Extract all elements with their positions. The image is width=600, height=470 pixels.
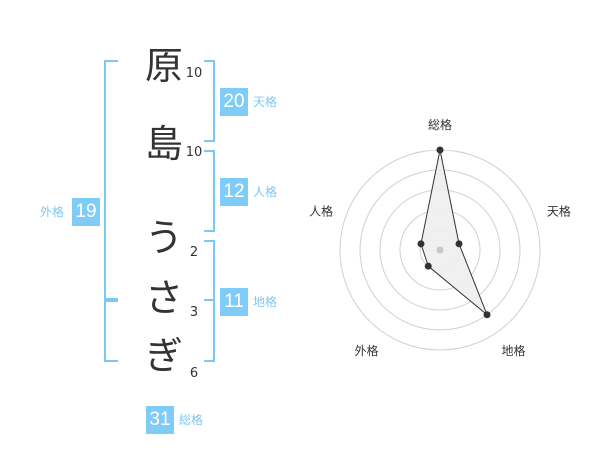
radar-point-2: [455, 240, 463, 248]
soukaku-value: 31: [146, 406, 174, 434]
gaikaku-bracket-top: [104, 60, 118, 302]
radar-center: [436, 246, 444, 254]
radar-point-4: [424, 262, 432, 270]
gaikaku-value: 19: [72, 198, 100, 226]
radar-point-5: [417, 240, 425, 248]
radar-axis-label: 天格: [547, 203, 571, 218]
stroke-count-4: 3: [189, 305, 199, 320]
chikaku-value: 11: [220, 288, 248, 316]
chikaku-label: 地格: [253, 295, 278, 309]
jinkaku-label: 人格: [253, 185, 278, 199]
soukaku-label: 総格: [179, 413, 204, 427]
radar-axis-label: 人格: [309, 203, 333, 218]
stroke-count-2: 10: [185, 145, 203, 160]
name-char-5: ぎ: [144, 334, 183, 378]
chikaku-bracket-mid: [204, 299, 215, 301]
radar-axis-label: 総格: [428, 117, 452, 132]
jinkaku-bracket: [204, 150, 215, 232]
tenkaku-value: 20: [220, 88, 248, 116]
radar-point-3: [483, 311, 491, 319]
radar-axis-label: 地格: [501, 343, 525, 358]
stroke-count-1: 10: [185, 66, 203, 81]
tenkaku-label: 天格: [253, 95, 278, 109]
jinkaku-value: 12: [220, 178, 248, 206]
chikaku-bracket: [204, 240, 215, 362]
tenkaku-bracket: [204, 60, 215, 142]
stroke-count-5: 6: [189, 366, 199, 381]
radar-axis-label: 外格: [355, 343, 379, 358]
stroke-count-3: 2: [189, 245, 199, 260]
gaikaku-label: 外格: [40, 205, 65, 219]
radar-area: [420, 149, 488, 316]
radar-point-1: [436, 146, 444, 154]
name-char-1: 原: [144, 44, 183, 88]
name-char-3: う: [144, 216, 183, 260]
gaikaku-bracket-bottom: [104, 298, 118, 362]
name-char-4: さ: [144, 276, 183, 320]
name-char-2: 島: [144, 122, 183, 166]
